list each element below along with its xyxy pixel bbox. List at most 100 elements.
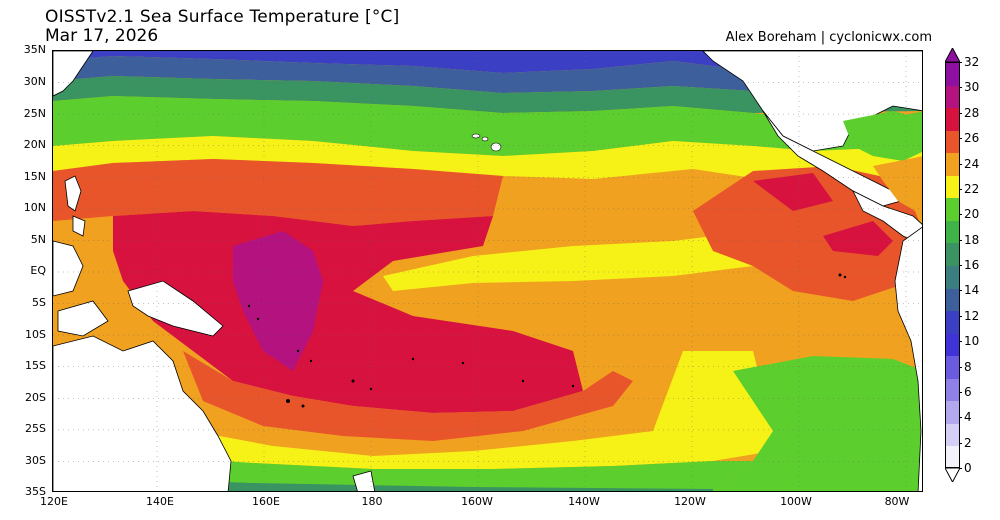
lat-label: 25N	[23, 107, 46, 120]
colorbar-tick	[959, 265, 962, 266]
map-date: Mar 17, 2026	[45, 26, 159, 46]
land-australia	[53, 335, 232, 491]
caribbean-sea	[873, 156, 922, 215]
sst-warm-pool-core	[233, 231, 323, 371]
colorbar-label: 32	[964, 55, 980, 69]
colorbar-segment	[946, 130, 959, 154]
lat-label: 35S	[25, 485, 46, 498]
colorbar-segment	[946, 288, 959, 312]
colorbar-label: 10	[964, 334, 980, 349]
lon-label: 160W	[461, 495, 493, 508]
lon-label: 140W	[568, 495, 600, 508]
lon-label: 120E	[40, 495, 68, 508]
colorbar-segment	[946, 311, 959, 335]
colorbar-top-arrow	[945, 48, 960, 62]
colorbar-tick	[959, 315, 962, 317]
land-galapagos	[838, 273, 847, 279]
lat-label: 15S	[25, 359, 46, 372]
sst-map	[52, 50, 923, 492]
colorbar-segment	[946, 243, 959, 267]
lat-label: 20S	[25, 391, 46, 404]
sst-band-coldest	[53, 51, 922, 76]
colorbar-segment	[946, 401, 959, 425]
lon-label: 80W	[884, 495, 910, 508]
sst-band-warm-south	[183, 351, 633, 441]
colorbar-tick	[959, 442, 962, 444]
colorbar-label: 24	[964, 156, 980, 171]
colorbar-tick	[959, 188, 962, 190]
sst-band-warm-north	[53, 159, 503, 226]
lat-label: 15N	[23, 170, 46, 183]
colorbar-segment	[946, 85, 959, 109]
colorbar-tick	[959, 138, 962, 140]
colorbar-label: 16	[964, 258, 980, 272]
colorbar-label: 26	[964, 131, 980, 146]
colorbar-label: 22	[964, 181, 980, 196]
colorbar-segment	[946, 108, 959, 132]
colorbar-tick	[959, 239, 962, 241]
sst-band-teal	[53, 76, 922, 113]
colorbar-tick	[959, 391, 962, 393]
colorbar-tick	[959, 112, 962, 114]
colorbar-label: 14	[964, 283, 980, 298]
colorbar-segment	[946, 333, 959, 357]
colorbar-tick	[959, 290, 962, 292]
colorbar-tick	[959, 163, 962, 165]
sst-band-green-southeast	[715, 356, 922, 491]
sst-map-canvas	[53, 51, 922, 491]
colorbar-tick	[959, 366, 962, 368]
lon-label: 160E	[252, 495, 280, 508]
land-south-america	[894, 226, 922, 491]
colorbar-label: 20	[964, 207, 980, 222]
lon-label: 100W	[780, 495, 812, 508]
lat-label: 5N	[30, 233, 46, 246]
land-east-asia	[53, 51, 94, 97]
sst-band-yellow-south	[193, 351, 773, 469]
lat-label: EQ	[30, 264, 46, 277]
land-central-america	[852, 190, 922, 246]
colorbar	[945, 62, 960, 468]
colorbar-label: 0	[964, 461, 972, 475]
colorbar-label: 28	[964, 105, 980, 120]
land-north-america	[702, 51, 922, 152]
lat-label: 25S	[25, 422, 46, 435]
colorbar-segment	[946, 378, 959, 402]
colorbar-label: 30	[964, 80, 980, 95]
colorbar-tick	[959, 214, 962, 216]
colorbar-segment	[946, 266, 959, 290]
map-title: OISSTv2.1 Sea Surface Temperature [°C]	[45, 7, 400, 27]
colorbar-tick	[959, 468, 962, 469]
lat-label: 5S	[32, 296, 46, 309]
colorbar-segment	[946, 153, 959, 177]
colorbar-label: 4	[964, 410, 972, 425]
sst-band-blue	[53, 56, 922, 96]
colorbar-segment	[946, 446, 959, 467]
lon-label: 180	[361, 495, 383, 508]
lat-label: 10N	[23, 201, 46, 214]
colorbar-segment	[946, 175, 959, 199]
lat-label: 20N	[23, 138, 46, 151]
land-borneo-indonesia	[53, 240, 109, 337]
land-pacific-islands	[247, 304, 575, 408]
colorbar-segment	[946, 63, 959, 87]
colorbar-label: 8	[964, 359, 972, 374]
colorbar-segment	[946, 220, 959, 244]
lon-label: 120W	[674, 495, 706, 508]
colorbar-tick	[959, 341, 962, 343]
land-new-guinea	[127, 280, 224, 337]
sst-cold-tongue	[383, 231, 813, 291]
land-new-zealand	[352, 470, 376, 491]
land-hawaii	[471, 133, 502, 152]
map-gridlines	[53, 51, 922, 491]
land-philippines	[64, 175, 86, 237]
lat-label: 30N	[23, 75, 46, 88]
sst-very-warm-east	[753, 173, 893, 256]
colorbar-segment	[946, 198, 959, 222]
lat-label: 30S	[25, 454, 46, 467]
lon-label: 140E	[146, 495, 174, 508]
colorbar-label: 6	[964, 384, 972, 399]
map-credit: Alex Boreham | cyclonicwx.com	[725, 30, 932, 45]
colorbar-tick	[959, 417, 962, 419]
sst-band-green-north	[53, 96, 922, 156]
colorbar-segment	[946, 356, 959, 380]
